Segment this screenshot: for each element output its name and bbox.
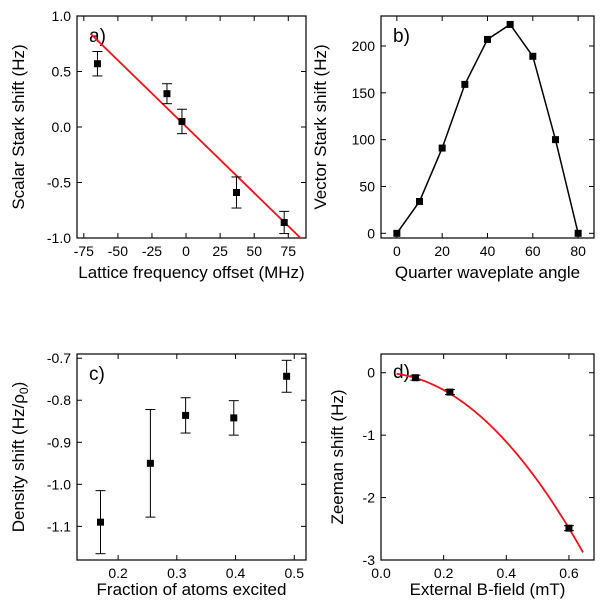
data-point: [163, 90, 171, 98]
x-tick-label: 0.0: [371, 565, 391, 581]
data-point: [280, 218, 288, 226]
x-tick-label: 0.2: [108, 565, 128, 581]
y-axis-label: Vector Stark shift (Hz): [311, 44, 330, 209]
panel-label: a): [89, 26, 106, 47]
y-tick-label: 200: [352, 38, 376, 54]
y-tick-label: -1.0: [47, 476, 71, 492]
y-tick-label: -0.5: [47, 175, 71, 191]
y-tick-label: -0.7: [47, 350, 71, 366]
plot-area: [396, 23, 579, 234]
data-point: [529, 52, 537, 60]
data-point: [146, 459, 154, 467]
x-tick-label: 25: [212, 243, 228, 259]
x-tick-label: 0.6: [559, 565, 579, 581]
y-tick-label: 0: [367, 225, 375, 241]
data-point: [484, 35, 491, 43]
panel-label: b): [393, 26, 410, 47]
panel-c: 0.2 0.3 0.4 0.5 -1.1 -1.0 -0.9 -0.8 -0.7 c) Fracti…: [9, 350, 307, 599]
y-tick-label: -3: [363, 552, 376, 568]
panel-label: d): [393, 362, 410, 383]
x-tick-label: 20: [434, 243, 450, 259]
y-tick-label: -1.1: [47, 518, 71, 534]
data-point: [565, 524, 573, 532]
x-axis-label: Quarter waveplate angle: [395, 263, 580, 282]
y-tick-label: -1.0: [47, 230, 71, 246]
data-point: [411, 374, 419, 382]
panel-b: 0 20 40 60 80 0 50 100 150 200 b) Quarter waveplate…: [311, 15, 595, 282]
data-point: [446, 388, 454, 396]
data-point: [393, 229, 401, 237]
x-tick-label: 60: [525, 243, 541, 259]
data-point: [506, 20, 514, 28]
x-tick-label: -50: [108, 243, 128, 259]
x-tick-label: 80: [570, 243, 586, 259]
x-axis-label: External B-field (mT): [410, 580, 566, 599]
y-axis-label: Zeeman shift (Hz): [328, 389, 347, 524]
y-tick-label: 0.5: [52, 64, 72, 80]
x-tick-label: 0: [182, 243, 190, 259]
x-tick-label: 0.4: [497, 565, 517, 581]
x-tick-label: 0.4: [226, 565, 246, 581]
data-point: [93, 60, 101, 68]
y-axis-label-text: Zeeman shift (Hz): [328, 389, 347, 524]
data-point: [416, 197, 424, 205]
x-tick-label: 0.3: [167, 565, 187, 581]
data-point: [461, 80, 469, 88]
x-tick-label: -75: [74, 243, 94, 259]
plot-frame: [380, 15, 595, 239]
y-tick-label: 0.0: [52, 119, 72, 135]
y-tick-label: -0.9: [47, 434, 71, 450]
fit-line: [90, 33, 302, 238]
y-axis-label: Scalar Stark shift (Hz): [9, 44, 28, 209]
x-tick-label: 0: [393, 243, 401, 259]
plot-area: [396, 372, 584, 553]
x-tick-label: 75: [280, 243, 296, 259]
plot-frame: [380, 353, 595, 561]
y-axis-label: Density shift (Hz/ρ0): [9, 382, 31, 533]
plot-area: [90, 33, 302, 238]
x-tick-label: -25: [142, 243, 162, 259]
panel-label: c): [89, 364, 105, 385]
x-axis-label: Lattice frequency offset (MHz): [78, 263, 304, 282]
panel-d: 0.0 0.2 0.4 0.6 -3 -2 -1 0 d) External B-field (m…: [328, 353, 595, 599]
y-axis-label-close: ): [9, 382, 28, 388]
y-tick-label: -0.8: [47, 392, 71, 408]
y-axis-label-subscript: 0: [17, 387, 31, 394]
y-axis-label-text: Vector Stark shift (Hz): [311, 44, 330, 209]
y-axis-label-text: Density shift (Hz/ρ: [9, 394, 28, 532]
data-point: [230, 414, 238, 422]
plot-frame: [76, 353, 307, 561]
y-tick-label: 0: [367, 365, 375, 381]
data-point: [551, 136, 559, 144]
series-line: [396, 23, 579, 234]
data-point: [283, 372, 291, 380]
y-tick-label: -1: [363, 427, 376, 443]
data-point: [438, 144, 446, 152]
plot-frame: [76, 15, 307, 239]
fit-curve: [396, 372, 584, 553]
data-point: [182, 411, 190, 419]
data-point: [232, 188, 240, 196]
y-tick-label: 100: [352, 132, 376, 148]
y-axis-label-text: Scalar Stark shift (Hz): [9, 44, 28, 209]
data-point: [178, 117, 186, 125]
x-tick-label: 0.5: [285, 565, 305, 581]
x-tick-label: 40: [480, 243, 496, 259]
x-tick-label: 50: [246, 243, 262, 259]
y-tick-label: 1.0: [52, 8, 72, 24]
x-tick-label: 0.2: [434, 565, 454, 581]
x-axis-label: Fraction of atoms excited: [97, 580, 287, 599]
data-point: [96, 518, 104, 526]
y-tick-label: 50: [359, 178, 375, 194]
y-tick-label: -2: [363, 490, 376, 506]
y-tick-label: 150: [352, 85, 376, 101]
panel-a: -75 -50 -25 0 25 50 75 -1.0 -0.5 0.0 0.5 1.0 a) Latti…: [9, 8, 307, 282]
data-point: [574, 229, 582, 237]
